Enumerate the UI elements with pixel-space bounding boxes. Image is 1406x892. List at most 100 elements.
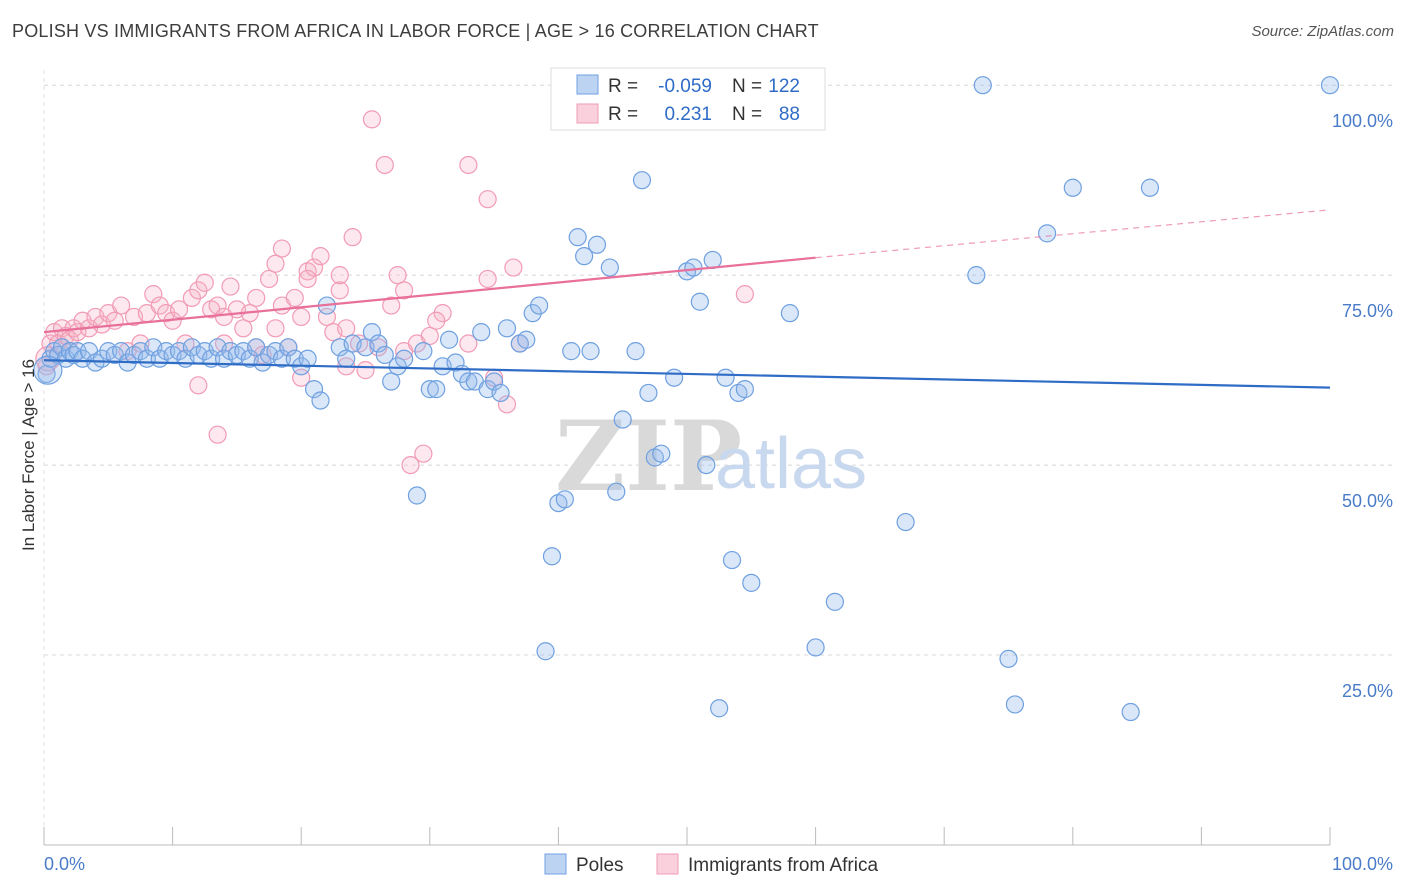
legend-africa-n-value: 88 xyxy=(779,104,800,125)
bottom-legend-africa-label: Immigrants from Africa xyxy=(688,855,878,876)
watermark-zip: ZIP xyxy=(555,400,742,513)
watermark: ZIP atlas xyxy=(555,400,867,513)
africa-point-62 xyxy=(414,444,433,463)
poles-point-96 xyxy=(684,258,703,277)
africa-point-53 xyxy=(356,361,375,380)
africa-point-58 xyxy=(388,266,407,285)
poles-point-0 xyxy=(37,364,56,384)
africa-point-66 xyxy=(478,190,497,209)
poles-point-112 xyxy=(999,649,1018,668)
poles-point-110 xyxy=(967,266,986,285)
poles-point-94 xyxy=(665,368,684,387)
poles-point-cluster xyxy=(33,355,63,385)
africa-point-85 xyxy=(735,285,754,304)
poles-point-76 xyxy=(530,296,549,315)
poles-point-88 xyxy=(613,410,632,429)
poles-point-54 xyxy=(375,345,394,365)
legend-poles-n-label: N = xyxy=(732,76,762,97)
poles-point-41 xyxy=(279,338,298,357)
poles-point-46 xyxy=(311,391,330,410)
source-label: Source: ZipAtlas.com xyxy=(1251,23,1394,40)
poles-point-106 xyxy=(780,304,799,323)
poles-point-56 xyxy=(388,357,407,376)
africa-point-59 xyxy=(394,281,414,300)
africa-trend-line xyxy=(43,256,816,334)
poles-point-87 xyxy=(607,482,626,501)
africa-point-70 xyxy=(504,258,523,277)
poles-point-55 xyxy=(382,372,401,391)
africa-point-83 xyxy=(189,376,208,395)
series-africa-points xyxy=(35,110,754,475)
africa-point-54 xyxy=(362,110,382,129)
africa-point-63 xyxy=(420,326,439,346)
legend-poles-n-value: 122 xyxy=(768,76,800,97)
poles-point-42 xyxy=(285,349,304,368)
poles-point-57 xyxy=(394,349,414,368)
poles-point-70 xyxy=(485,372,504,391)
africa-point-57 xyxy=(382,296,401,315)
africa-point-75 xyxy=(272,239,292,258)
bottom-legend: Poles Immigrants from Africa xyxy=(544,853,878,876)
poles-point-64 xyxy=(446,353,465,372)
poles-point-93 xyxy=(652,444,671,463)
poles-point-44 xyxy=(298,349,317,368)
trend-lines xyxy=(43,209,1331,389)
watermark-atlas: atlas xyxy=(715,424,867,504)
poles-point-71 xyxy=(491,383,510,403)
poles-point-117 xyxy=(1140,178,1160,197)
poles-point-61 xyxy=(427,380,446,399)
poles-point-108 xyxy=(825,592,844,611)
poles-point-97 xyxy=(690,292,709,311)
bottom-legend-poles-swatch xyxy=(544,853,567,875)
africa-point-39 xyxy=(266,319,285,338)
africa-point-67 xyxy=(478,269,497,289)
poles-point-81 xyxy=(562,342,581,361)
poles-point-114 xyxy=(1037,224,1057,243)
bottom-legend-poles-label: Poles xyxy=(576,855,624,876)
poles-point-116 xyxy=(1121,702,1140,722)
africa-point-42 xyxy=(285,288,304,308)
poles-point-100 xyxy=(710,699,729,718)
poles-point-101 xyxy=(716,368,735,387)
poles-point-45 xyxy=(304,380,324,399)
africa-point-32 xyxy=(221,277,240,296)
poles-point-74 xyxy=(517,330,536,349)
legend: R = -0.059 N = 122 R = 0.231 N = 88 xyxy=(550,67,826,131)
africa-point-cluster xyxy=(35,346,61,372)
africa-point-80 xyxy=(427,311,446,330)
africa-point-43 xyxy=(292,307,311,327)
bottom-legend-africa-swatch xyxy=(656,853,679,875)
africa-point-55 xyxy=(369,338,388,357)
africa-point-24 xyxy=(169,300,189,319)
poles-point-59 xyxy=(414,342,433,361)
legend-poles-r-label: R = xyxy=(608,76,638,97)
poles-point-99 xyxy=(703,250,722,270)
poles-point-113 xyxy=(1005,695,1025,714)
poles-point-84 xyxy=(581,342,600,361)
poles-point-115 xyxy=(1063,178,1082,197)
poles-point-86 xyxy=(600,258,619,277)
poles-point-109 xyxy=(896,512,915,532)
poles-point-66 xyxy=(459,372,478,391)
africa-point-56 xyxy=(375,155,394,175)
poles-point-104 xyxy=(735,380,754,399)
x-tick-label-min: 0.0% xyxy=(44,854,85,874)
poles-point-85 xyxy=(587,235,607,254)
poles-point-72 xyxy=(497,319,517,338)
africa-point-51 xyxy=(343,228,362,247)
africa-point-34 xyxy=(234,319,253,338)
africa-point-49 xyxy=(330,281,349,300)
africa-point-20 xyxy=(144,285,163,304)
poles-point-89 xyxy=(626,342,645,361)
africa-point-28 xyxy=(195,273,214,292)
poles-point-80 xyxy=(555,490,574,509)
poles-point-68 xyxy=(472,323,491,342)
poles-point-53 xyxy=(369,334,388,353)
poles-point-90 xyxy=(632,171,652,190)
poles-point-82 xyxy=(568,228,587,247)
africa-point-30 xyxy=(208,296,227,315)
poles-point-75 xyxy=(523,304,542,323)
y-tick-label-50: 50.0% xyxy=(1342,491,1393,511)
africa-point-21 xyxy=(150,296,169,315)
